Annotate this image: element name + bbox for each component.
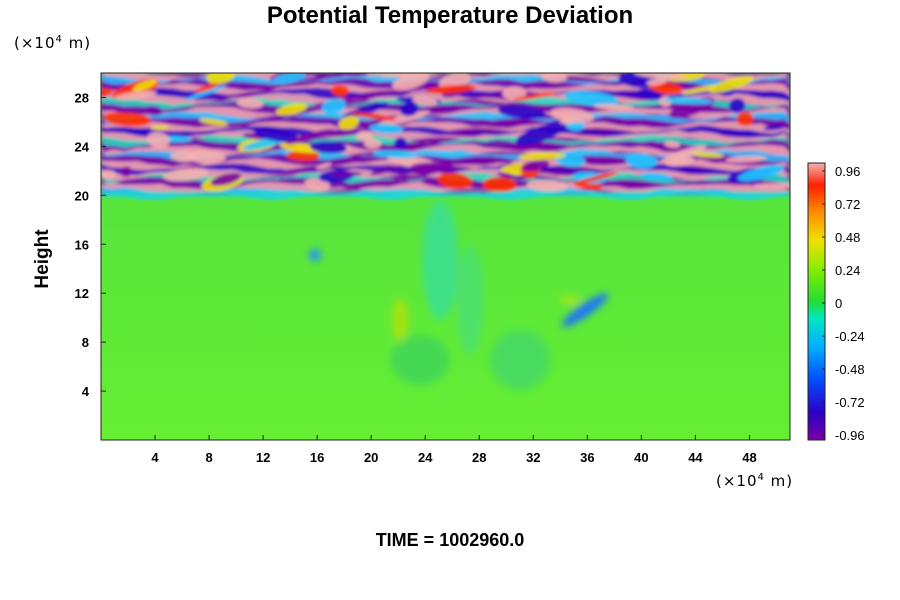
x-tick-label: 12: [256, 450, 270, 465]
colorbar-ticks: 0.96 0.72 0.48 0.24 0 -0.24 -0.48 -0.72 -0.96: [822, 164, 865, 443]
y-unit-label: m: [68, 34, 85, 52]
x-axis-unit: (×104 m): [716, 472, 794, 490]
colorbar-tick-label: 0.48: [835, 230, 860, 245]
colorbar-scale: [807, 162, 826, 441]
x-tick-label: 4: [151, 450, 159, 465]
y-tick-label: 20: [75, 188, 89, 203]
y-tick-label: 4: [82, 384, 90, 399]
x-tick-label: 48: [742, 450, 756, 465]
y-axis-ticks: 4 8 12 16 20 24 28: [75, 90, 106, 399]
colorbar-tick-label: 0: [835, 296, 842, 311]
x-tick-label: 8: [205, 450, 212, 465]
y-tick-label: 8: [82, 335, 89, 350]
x-unit-exponent: 4: [757, 472, 765, 483]
x-tick-label: 32: [526, 450, 540, 465]
x-unit-label: m: [770, 472, 787, 490]
x-tick-label: 44: [688, 450, 703, 465]
y-unit-base: 10: [34, 34, 56, 52]
y-tick-label: 28: [75, 90, 89, 105]
colorbar-tick-label: 0.72: [835, 197, 860, 212]
x-tick-label: 36: [580, 450, 594, 465]
colorbar-tick-label: 0.96: [835, 164, 860, 179]
chart-title: Potential Temperature Deviation: [266, 2, 634, 29]
colorbar-tick-label: -0.48: [835, 362, 865, 377]
plot-frame: [100, 72, 791, 441]
y-tick-label: 16: [75, 237, 89, 252]
x-tick-label: 20: [364, 450, 378, 465]
y-tick-label: 24: [75, 139, 90, 154]
colorbar: 0.96 0.72 0.48 0.24 0 -0.24 -0.48 -0.72 -0.96: [807, 162, 865, 443]
colorbar-tick-label: -0.96: [835, 428, 865, 443]
x-tick-label: 24: [418, 450, 433, 465]
x-tick-label: 40: [634, 450, 648, 465]
colorbar-tick-label: 0.24: [835, 263, 860, 278]
y-unit-exponent: 4: [55, 34, 63, 45]
x-tick-label: 28: [472, 450, 486, 465]
colorbar-tick-label: -0.24: [835, 329, 865, 344]
colorbar-tick-label: -0.72: [835, 395, 865, 410]
upper-wave-layer: [101, 73, 790, 200]
y-tick-label: 12: [75, 286, 89, 301]
x-unit-base: 10: [736, 472, 758, 490]
x-tick-label: 16: [310, 450, 324, 465]
lower-layer-features: [309, 200, 609, 390]
x-axis-ticks: 4 8 12 16 20 24 28 32 36 40 44 48: [151, 435, 757, 465]
plot-area: [101, 73, 790, 440]
y-axis-unit: (×104 m): [14, 34, 92, 52]
time-label: TIME = 1002960.0: [375, 530, 525, 550]
